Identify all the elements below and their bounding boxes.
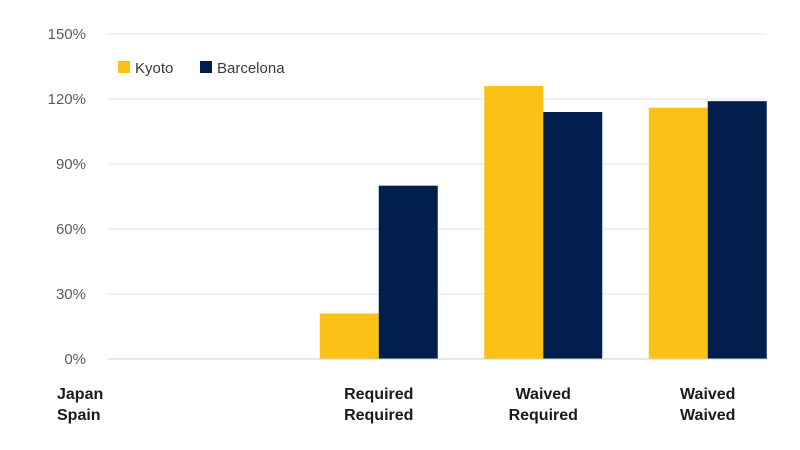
category-label-line1: Waived (680, 386, 735, 403)
category-label-line2: Required (509, 407, 578, 424)
bar-kyoto-3 (648, 107, 708, 360)
y-tick-label: 150% (48, 26, 86, 43)
category-label-line2: Waived (680, 407, 735, 424)
legend-swatch-kyoto (118, 61, 130, 73)
row-labels: Japan Spain (57, 386, 103, 424)
category-label-line1: Waived (516, 386, 571, 403)
y-axis-ticks: 0% 30% 60% 90% 120% 150% (48, 26, 86, 368)
legend: Kyoto Barcelona (118, 60, 285, 77)
category-label-line2: Required (344, 407, 413, 424)
y-tick-label: 90% (56, 156, 86, 173)
category-label-line1: Required (344, 386, 413, 403)
legend-label-kyoto: Kyoto (135, 60, 173, 77)
bar-barcelona-3 (707, 101, 767, 360)
category-labels: Required Required Waived Required Waived Waiv… (344, 386, 735, 424)
y-tick-label: 30% (56, 286, 86, 303)
bar-kyoto-2 (484, 86, 544, 359)
row-label-spain: Spain (57, 407, 101, 424)
y-tick-label: 60% (56, 221, 86, 238)
bar-barcelona-2 (543, 112, 603, 359)
row-label-japan: Japan (57, 386, 103, 403)
y-tick-label: 120% (48, 91, 86, 108)
legend-swatch-barcelona (200, 61, 212, 73)
legend-label-barcelona: Barcelona (217, 60, 285, 77)
bar-kyoto-1 (319, 313, 379, 359)
bar-barcelona-1 (378, 185, 438, 359)
bars (319, 86, 767, 360)
y-tick-label: 0% (64, 351, 86, 368)
